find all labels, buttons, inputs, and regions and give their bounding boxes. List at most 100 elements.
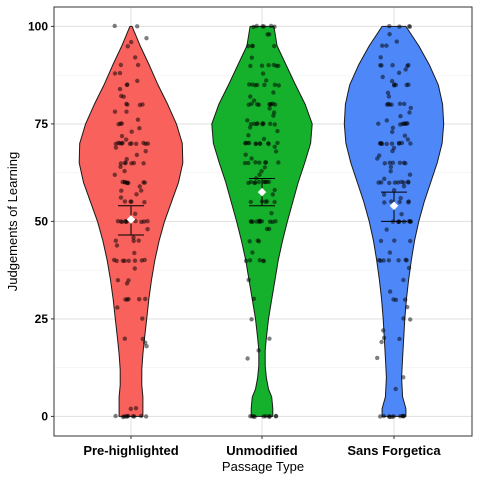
data-point — [249, 156, 254, 161]
data-point — [378, 55, 383, 60]
data-point — [253, 141, 259, 146]
data-point — [267, 226, 272, 232]
data-point — [249, 55, 254, 60]
data-point — [386, 94, 392, 99]
data-point — [381, 335, 387, 341]
data-point — [267, 414, 272, 419]
data-point — [392, 238, 397, 243]
data-point — [403, 67, 408, 72]
data-point — [259, 63, 265, 68]
data-point — [266, 62, 271, 68]
data-point — [243, 141, 248, 146]
data-point — [248, 199, 253, 205]
data-point — [376, 121, 381, 126]
data-point — [248, 63, 253, 69]
data-point — [113, 238, 119, 243]
data-point — [112, 23, 117, 29]
data-point — [399, 212, 404, 217]
data-point — [267, 336, 272, 341]
data-point — [137, 184, 142, 189]
data-point — [242, 160, 248, 166]
data-point — [124, 156, 129, 162]
mean-marker — [126, 215, 136, 224]
data-point — [133, 55, 138, 60]
data-point — [129, 129, 134, 134]
data-point — [143, 414, 149, 419]
data-point — [251, 296, 257, 301]
data-point — [246, 44, 251, 49]
data-point — [275, 140, 280, 146]
y-tick-label: 25 — [35, 312, 49, 326]
y-axis-title: Judgements of Learning — [5, 152, 20, 291]
data-point — [254, 23, 259, 29]
data-point — [272, 43, 277, 49]
data-point — [132, 250, 137, 256]
data-point — [385, 101, 391, 107]
data-point — [402, 101, 407, 107]
data-point — [265, 32, 270, 37]
data-point — [133, 406, 139, 411]
data-point — [243, 152, 248, 157]
data-point — [132, 414, 137, 419]
data-point — [405, 137, 410, 142]
mean-marker — [257, 187, 267, 197]
data-point — [401, 277, 406, 283]
data-point — [112, 109, 118, 114]
data-point — [139, 188, 144, 193]
data-point — [257, 172, 262, 177]
data-point — [268, 23, 274, 29]
data-point — [247, 82, 252, 87]
data-point — [393, 82, 399, 88]
data-point — [125, 413, 131, 419]
data-point — [246, 160, 251, 166]
data-point — [398, 195, 403, 201]
data-point — [141, 219, 147, 224]
data-point — [113, 413, 118, 419]
data-point — [246, 102, 251, 108]
y-tick-label: 100 — [28, 19, 48, 33]
data-point — [387, 32, 392, 37]
data-point — [145, 141, 151, 146]
data-point — [118, 161, 124, 166]
data-point — [408, 105, 413, 111]
data-point — [250, 82, 255, 87]
data-point — [269, 211, 274, 216]
data-point — [128, 406, 133, 411]
data-point — [135, 117, 141, 122]
data-point — [248, 414, 253, 419]
data-point — [250, 43, 255, 49]
data-point — [397, 24, 402, 29]
data-point — [391, 297, 396, 302]
data-point — [247, 239, 252, 244]
data-point — [144, 344, 149, 349]
data-point — [145, 219, 150, 224]
y-tick-label: 0 — [41, 409, 48, 423]
data-point — [272, 122, 277, 127]
data-point — [397, 101, 403, 107]
data-point — [120, 179, 125, 185]
data-point — [114, 258, 119, 264]
data-point — [132, 258, 138, 263]
y-tick-label: 50 — [35, 214, 49, 228]
data-point — [120, 258, 126, 263]
data-point — [129, 39, 134, 45]
data-point — [407, 24, 412, 29]
data-point — [122, 168, 127, 174]
data-point — [382, 161, 387, 166]
data-point — [271, 62, 276, 68]
data-point — [396, 258, 401, 263]
data-point — [260, 24, 265, 29]
data-point — [386, 258, 392, 263]
data-point — [390, 125, 396, 130]
data-point — [382, 200, 387, 205]
data-point — [397, 199, 402, 205]
data-point — [257, 160, 262, 165]
data-point — [137, 297, 142, 302]
data-point — [272, 24, 277, 29]
data-point — [261, 414, 266, 419]
data-point — [247, 258, 253, 263]
data-point — [125, 82, 130, 87]
data-point — [408, 238, 413, 244]
data-point — [140, 102, 145, 107]
data-point — [397, 160, 403, 165]
